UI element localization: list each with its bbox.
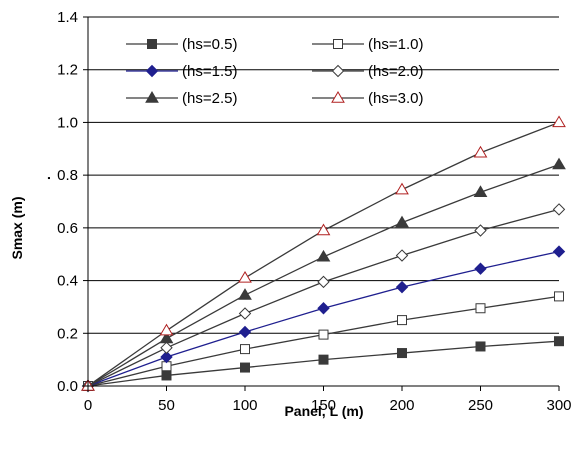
data-point [159,331,174,344]
data-point [395,215,409,228]
legend-marker [331,64,345,78]
data-point [316,249,331,262]
data-point [318,329,329,340]
data-point [473,145,488,158]
legend: (hs=0.5) (hs=1.0) (hs=1.5) (hs=2.0) (hs=2.5)… [126,36,423,107]
data-point [238,270,252,283]
data-point [552,157,566,170]
data-point [473,185,488,197]
data-point [238,325,252,339]
data-point [160,341,173,354]
x-tick-label: 50 [158,397,175,414]
legend-marker [145,91,159,103]
y-tick-label: 0.4 [57,273,78,290]
y-tick-label: 1.0 [57,114,78,131]
y-axis-title: Smax (m) [9,196,25,259]
data-point [552,115,566,128]
x-tick-label: 150 [311,397,336,414]
series-line [87,163,560,387]
legend-label: (hs=3.0) [368,90,423,107]
x-tick-label: 0 [84,397,92,414]
legend-label: (hs=0.5) [182,36,237,53]
data-point [317,302,330,315]
axes: 0.0 0.2 0.4 0.6 0.8 1.0 1.2 1.4 0 50 100 150 200 250 3… [57,9,571,414]
legend-label: (hs=2.0) [368,63,423,80]
data-point [475,303,486,314]
x-tick-label: 100 [232,397,257,414]
data-point [397,315,407,326]
data-point [317,275,330,289]
y-tick-label: 1.4 [57,9,78,26]
data-point [240,362,250,373]
data-point [238,288,252,300]
y-tick-label: 0.8 [57,167,78,184]
y-tick-label: 0.0 [57,378,78,395]
data-point [395,249,409,262]
data-point [240,344,250,355]
data-point [160,350,173,364]
legend-label: (hs=2.5) [182,90,237,107]
data-point [554,336,564,347]
data-point [554,291,564,302]
data-point [397,348,407,359]
series-group [81,115,566,393]
data-point [238,307,252,320]
annotation-dot: . [37,176,53,180]
data-point [552,203,566,216]
y-tick-label: 0.2 [57,325,78,342]
data-point [474,224,487,237]
series-line [87,250,560,387]
data-point [552,245,566,258]
legend-marker [145,64,159,78]
data-point [316,223,331,236]
data-point [161,370,172,381]
x-tick-label: 200 [389,397,414,414]
legend-marker [331,91,345,103]
y-tick-label: 0.6 [57,220,78,237]
x-tick-label: 300 [546,397,571,414]
x-axis-title: Panel, L (m) [284,403,363,419]
y-tick-label: 1.2 [57,62,78,79]
data-point [474,262,487,275]
legend-marker [333,39,343,49]
data-point [395,182,409,195]
data-point [159,323,174,336]
data-point [395,280,409,294]
x-tick-label: 250 [468,397,493,414]
legend-label: (hs=1.0) [368,36,423,53]
data-point [475,341,486,352]
data-point [318,354,329,365]
legend-marker [147,39,157,49]
legend-label: (hs=1.5) [182,63,237,80]
